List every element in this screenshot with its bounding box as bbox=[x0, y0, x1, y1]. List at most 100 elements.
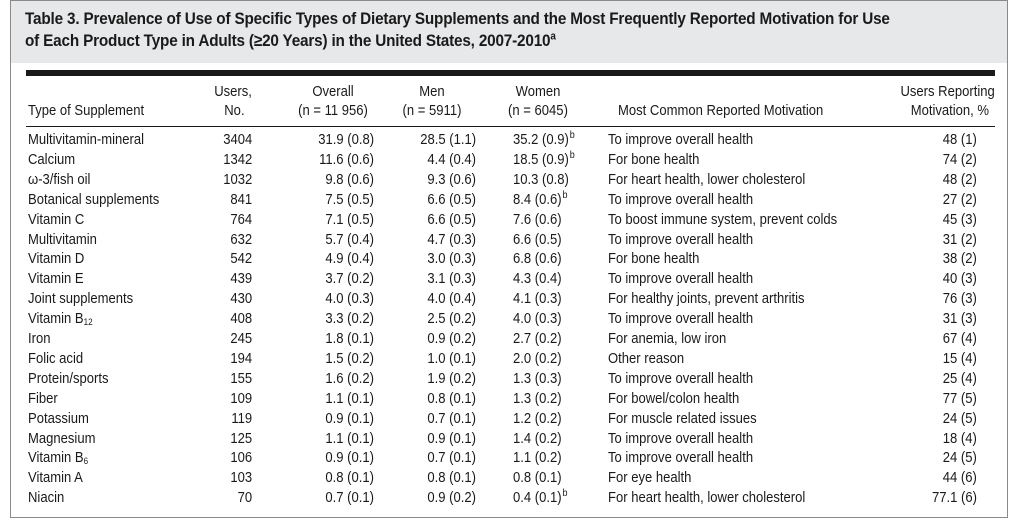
women-pct-cell: 35.2 (0.9)b bbox=[513, 130, 575, 150]
supplement-type-cell: Joint supplements bbox=[28, 289, 133, 309]
header-users-top: Users, bbox=[214, 84, 252, 100]
motivation-text: For bone health bbox=[608, 152, 700, 168]
users-count: 109 bbox=[230, 391, 252, 407]
women-pct-cell: 0.8 (0.1) bbox=[513, 468, 562, 488]
overall-pct: 1.8 (0.1) bbox=[325, 331, 374, 347]
supplement-type: Magnesium bbox=[28, 431, 96, 447]
motivation-pct: 24 (5) bbox=[942, 450, 977, 466]
women-pct-cell: 6.8 (0.6) bbox=[513, 249, 562, 269]
overall-pct: 3.7 (0.2) bbox=[325, 271, 374, 287]
motivation-text: For eye health bbox=[608, 470, 692, 486]
motivation-pct: 15 (4) bbox=[942, 351, 977, 367]
supplement-type: Iron bbox=[28, 331, 51, 347]
title-ge-symbol: ≥ bbox=[253, 31, 263, 50]
motivation-text: For muscle related issues bbox=[608, 411, 757, 427]
users-count: 841 bbox=[230, 192, 252, 208]
overall-pct: 4.0 (0.3) bbox=[325, 291, 374, 307]
supplement-type: Vitamin A bbox=[28, 470, 83, 486]
users-count: 245 bbox=[230, 331, 252, 347]
overall-pct: 9.8 (0.6) bbox=[325, 172, 374, 188]
supplement-type: Vitamin E bbox=[28, 271, 84, 287]
supplement-type-cell: Potassium bbox=[28, 409, 89, 429]
header-pct-top: Users Reporting bbox=[900, 84, 995, 100]
men-pct: 2.5 (0.2) bbox=[427, 311, 476, 327]
supplement-type-cell: Calcium bbox=[28, 150, 75, 170]
supplement-type: Vitamin C bbox=[28, 212, 85, 228]
header-motivation: Most Common Reported Motivation bbox=[618, 103, 824, 119]
supplement-type: Potassium bbox=[28, 411, 89, 427]
motivation-text: For bone health bbox=[608, 251, 700, 267]
users-count: 194 bbox=[230, 351, 252, 367]
supplement-type-cell: Protein/sports bbox=[28, 369, 109, 389]
men-pct: 0.8 (0.1) bbox=[427, 470, 476, 486]
men-pct: 1.9 (0.2) bbox=[427, 371, 476, 387]
women-pct-cell: 1.1 (0.2) bbox=[513, 448, 562, 468]
men-pct: 3.1 (0.3) bbox=[427, 271, 476, 287]
motivation-pct: 24 (5) bbox=[942, 411, 977, 427]
women-pct-cell: 10.3 (0.8) bbox=[513, 170, 569, 190]
men-pct: 0.7 (0.1) bbox=[427, 450, 476, 466]
header-overall-bottom: (n = 11 956) bbox=[298, 103, 368, 119]
overall-pct: 1.1 (0.1) bbox=[325, 431, 374, 447]
women-pct-cell: 8.4 (0.6)b bbox=[513, 190, 568, 210]
women-pct: 1.1 (0.2) bbox=[513, 450, 562, 466]
motivation-text: To improve overall health bbox=[608, 450, 754, 466]
header-men-bottom: (n = 5911) bbox=[402, 103, 462, 119]
women-footnote-marker: b bbox=[562, 190, 568, 201]
motivation-text: To improve overall health bbox=[608, 271, 754, 287]
motivation-pct: 74 (2) bbox=[942, 152, 977, 168]
users-count: 764 bbox=[230, 212, 252, 228]
women-pct-cell: 2.7 (0.2) bbox=[513, 329, 562, 349]
motivation-pct: 45 (3) bbox=[942, 212, 977, 228]
motivation-text: To improve overall health bbox=[608, 132, 754, 148]
motivation-text: To improve overall health bbox=[608, 431, 754, 447]
overall-pct: 0.7 (0.1) bbox=[325, 490, 374, 506]
supplement-type-cell: Vitamin C bbox=[28, 210, 84, 230]
supplement-type-subscript: 6 bbox=[83, 456, 89, 466]
overall-pct: 11.6 (0.6) bbox=[319, 152, 374, 168]
header-overall-top: Overall bbox=[312, 84, 354, 100]
header-users-bottom: No. bbox=[224, 103, 245, 119]
motivation-text: For heart health, lower cholesterol bbox=[608, 172, 806, 188]
supplement-type: Botanical supplements bbox=[28, 192, 160, 208]
women-pct-cell: 1.3 (0.2) bbox=[513, 389, 562, 409]
supplement-type: ω-3/fish oil bbox=[28, 172, 91, 188]
women-pct: 6.6 (0.5) bbox=[513, 232, 562, 248]
supplement-type-cell: Vitamin B6 bbox=[28, 448, 88, 468]
motivation-text: To improve overall health bbox=[608, 192, 754, 208]
title-line-1: Table 3. Prevalence of Use of Specific T… bbox=[25, 9, 890, 28]
users-count: 632 bbox=[230, 232, 252, 248]
women-pct: 35.2 (0.9) bbox=[513, 132, 569, 148]
supplement-type-cell: Folic acid bbox=[28, 349, 83, 369]
women-pct: 1.2 (0.2) bbox=[513, 411, 562, 427]
men-pct: 3.0 (0.3) bbox=[427, 251, 476, 267]
women-footnote-marker: b bbox=[562, 488, 568, 499]
motivation-pct: 25 (4) bbox=[942, 371, 977, 387]
motivation-pct: 40 (3) bbox=[942, 271, 977, 287]
supplement-type: Multivitamin-mineral bbox=[28, 132, 145, 148]
supplement-type-cell: Vitamin B12 bbox=[28, 309, 93, 329]
supplement-type-cell: Fiber bbox=[28, 389, 58, 409]
header-women-bottom: (n = 6045) bbox=[508, 103, 568, 119]
header-bottom-rule bbox=[26, 126, 995, 127]
men-pct: 6.6 (0.5) bbox=[427, 212, 476, 228]
motivation-pct: 48 (2) bbox=[942, 172, 977, 188]
users-count: 155 bbox=[230, 371, 252, 387]
women-pct: 1.4 (0.2) bbox=[513, 431, 562, 447]
users-count: 430 bbox=[230, 291, 252, 307]
motivation-pct: 18 (4) bbox=[942, 431, 977, 447]
women-pct-cell: 18.5 (0.9)b bbox=[513, 150, 575, 170]
motivation-pct: 44 (6) bbox=[942, 470, 977, 486]
supplement-type-cell: Vitamin A bbox=[28, 468, 83, 488]
table-frame: Table 3. Prevalence of Use of Specific T… bbox=[10, 0, 1008, 518]
motivation-pct: 31 (3) bbox=[942, 311, 977, 327]
table-title: Table 3. Prevalence of Use of Specific T… bbox=[25, 8, 970, 52]
users-count: 1032 bbox=[222, 172, 252, 188]
supplement-type-cell: Vitamin E bbox=[28, 269, 84, 289]
supplement-type-cell: Vitamin D bbox=[28, 249, 84, 269]
overall-pct: 0.9 (0.1) bbox=[325, 450, 374, 466]
header-men-top: Men bbox=[419, 84, 445, 100]
title-line-2-prefix: of Each Product Type in Adults ( bbox=[25, 31, 254, 50]
motivation-pct: 31 (2) bbox=[942, 232, 977, 248]
motivation-text: For healthy joints, prevent arthritis bbox=[608, 291, 805, 307]
